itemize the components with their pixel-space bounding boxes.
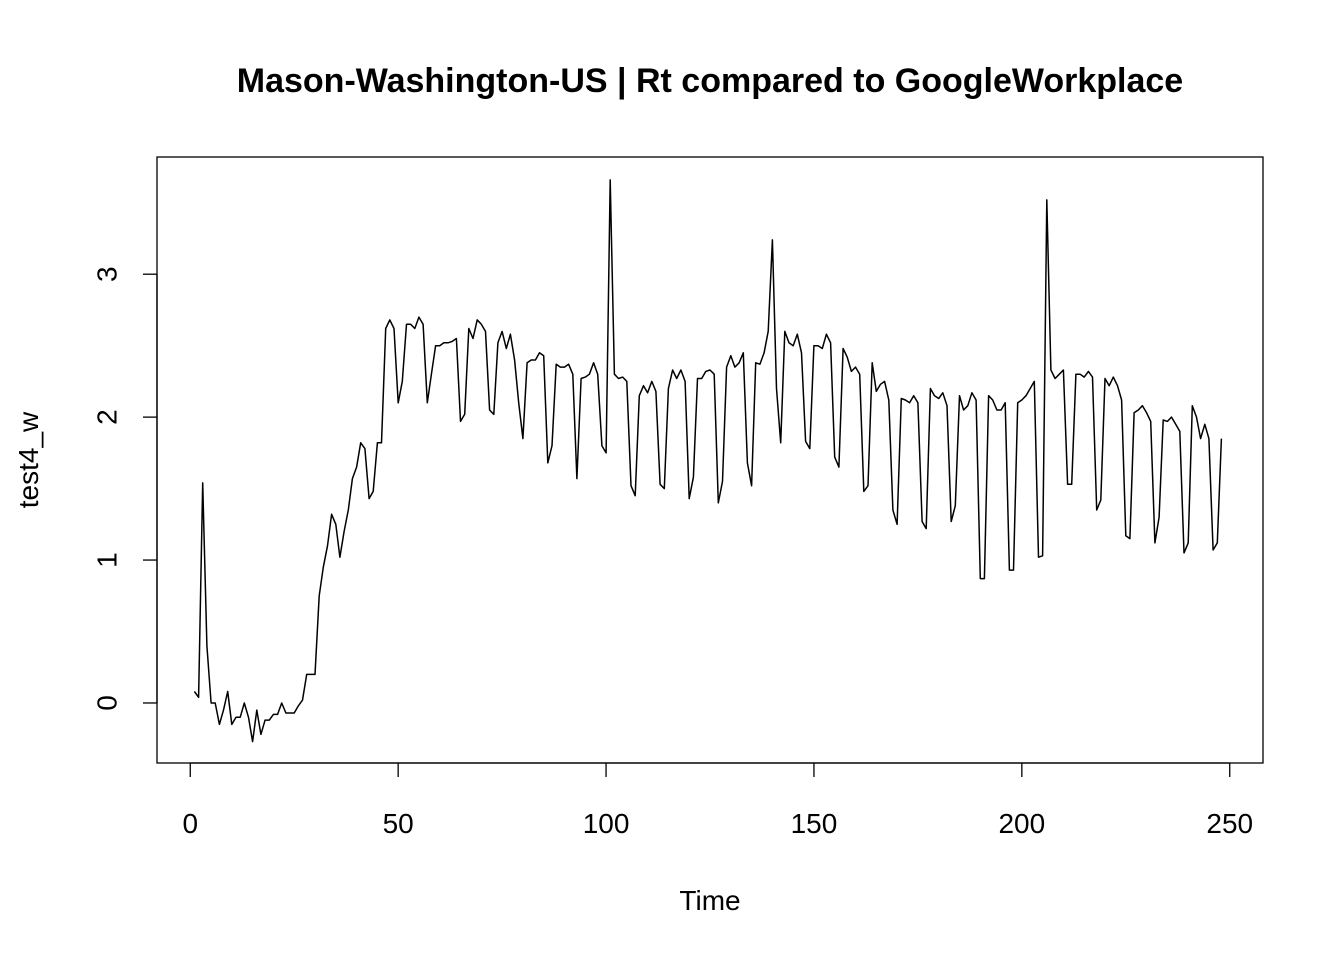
x-tick-label: 50 [383, 808, 414, 839]
x-axis: 0 50 100 150 200 250 [182, 762, 1253, 839]
x-tick-label: 250 [1206, 808, 1253, 839]
x-tick-label: 200 [998, 808, 1045, 839]
plot-area-frame [156, 156, 1264, 764]
y-tick-label: 3 [91, 266, 122, 282]
x-tick-label: 100 [583, 808, 630, 839]
series-line [193, 179, 1223, 743]
y-tick-label: 1 [91, 552, 122, 568]
x-tick-label: 150 [791, 808, 838, 839]
x-tick-label: 0 [182, 808, 198, 839]
x-axis-label: Time [679, 885, 740, 916]
y-axis: 0 1 2 3 [91, 266, 158, 711]
y-tick-label: 2 [91, 409, 122, 425]
chart-title: Mason-Washington-US | Rt compared to Goo… [237, 62, 1183, 100]
y-axis-label: test4_w [13, 411, 44, 508]
y-tick-label: 0 [91, 695, 122, 711]
